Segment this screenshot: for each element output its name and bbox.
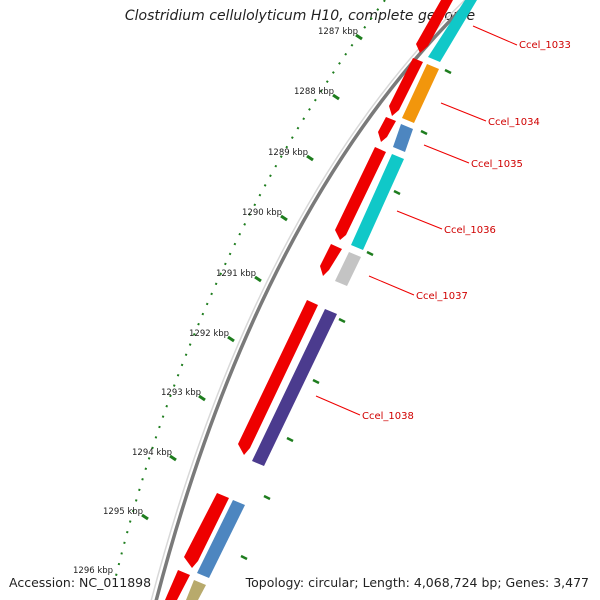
gene-leader-line — [315, 395, 361, 416]
cds-feature — [389, 58, 423, 116]
kbp-tick — [332, 93, 340, 101]
gene-leader-line — [472, 25, 518, 46]
kbp-label: 1287 kbp — [318, 27, 358, 37]
gene-label-leaders — [315, 25, 518, 416]
cds-feature — [165, 570, 190, 600]
kbp-label: 1294 kbp — [132, 448, 172, 458]
cds-feature — [184, 493, 229, 568]
kbp-tick — [306, 154, 314, 162]
feature-tick-marks — [240, 68, 452, 561]
cds-feature — [335, 252, 361, 286]
gene-leader-line — [440, 102, 487, 122]
cds-feature — [252, 309, 337, 466]
cds-feature — [378, 117, 396, 142]
feature-tick — [420, 129, 428, 136]
cds-feature — [428, 0, 477, 62]
gene-label: Ccel_1036 — [444, 225, 496, 236]
cds-feature — [320, 244, 342, 276]
kbp-tick — [169, 454, 177, 462]
kbp-ticks — [141, 33, 363, 521]
gene-leader-line — [396, 210, 443, 230]
cds-feature — [186, 580, 206, 600]
gene-label: Ccel_1037 — [416, 291, 468, 302]
cds-feature — [335, 147, 386, 240]
map-title: Clostridium cellulolyticum H10, complete… — [124, 8, 476, 24]
cds-feature — [393, 124, 413, 152]
feature-tick — [444, 68, 452, 75]
feature-tick — [240, 554, 248, 561]
genome-summary-text: Topology: circular; Length: 4,068,724 bp… — [245, 575, 589, 590]
kbp-label: 1293 kbp — [161, 388, 201, 398]
kbp-label: 1290 kbp — [242, 208, 282, 218]
kbp-label: 1288 kbp — [294, 87, 334, 97]
gene-label: Ccel_1035 — [471, 159, 523, 170]
cog-track — [186, 0, 477, 600]
feature-tick — [286, 436, 294, 443]
kbp-tick — [254, 275, 262, 283]
accession-text: Accession: NC_011898 — [9, 575, 152, 590]
gene-leader-line — [368, 275, 415, 296]
kbp-tick — [227, 335, 235, 343]
feature-tick — [366, 250, 374, 257]
feature-tick — [263, 494, 271, 501]
kbp-label: 1295 kbp — [103, 507, 143, 517]
kbp-tick — [280, 214, 288, 222]
backbone-arc-highlight — [150, 0, 466, 600]
kbp-axis — [114, 0, 386, 581]
kbp-label: 1289 kbp — [268, 148, 308, 158]
gene-label: Ccel_1033 — [519, 40, 571, 51]
cds-feature — [416, 0, 453, 53]
cds-feature — [351, 154, 404, 250]
gene-leader-line — [423, 144, 470, 164]
kbp-label: 1292 kbp — [189, 329, 229, 339]
feature-tick — [312, 378, 320, 385]
kbp-label: 1296 kbp — [73, 566, 113, 576]
backbone-arc — [154, 0, 474, 600]
feature-tick — [338, 317, 346, 324]
cds-feature — [238, 300, 318, 455]
cds-track — [165, 0, 453, 600]
kbp-tick — [198, 394, 206, 402]
kbp-tick — [355, 33, 363, 41]
gene-label: Ccel_1034 — [488, 117, 540, 128]
cds-feature — [197, 500, 245, 578]
feature-tick — [393, 189, 401, 196]
kbp-tick — [141, 513, 149, 521]
gene-label: Ccel_1038 — [362, 411, 414, 422]
kbp-label: 1291 kbp — [216, 269, 256, 279]
cds-feature — [402, 64, 439, 123]
